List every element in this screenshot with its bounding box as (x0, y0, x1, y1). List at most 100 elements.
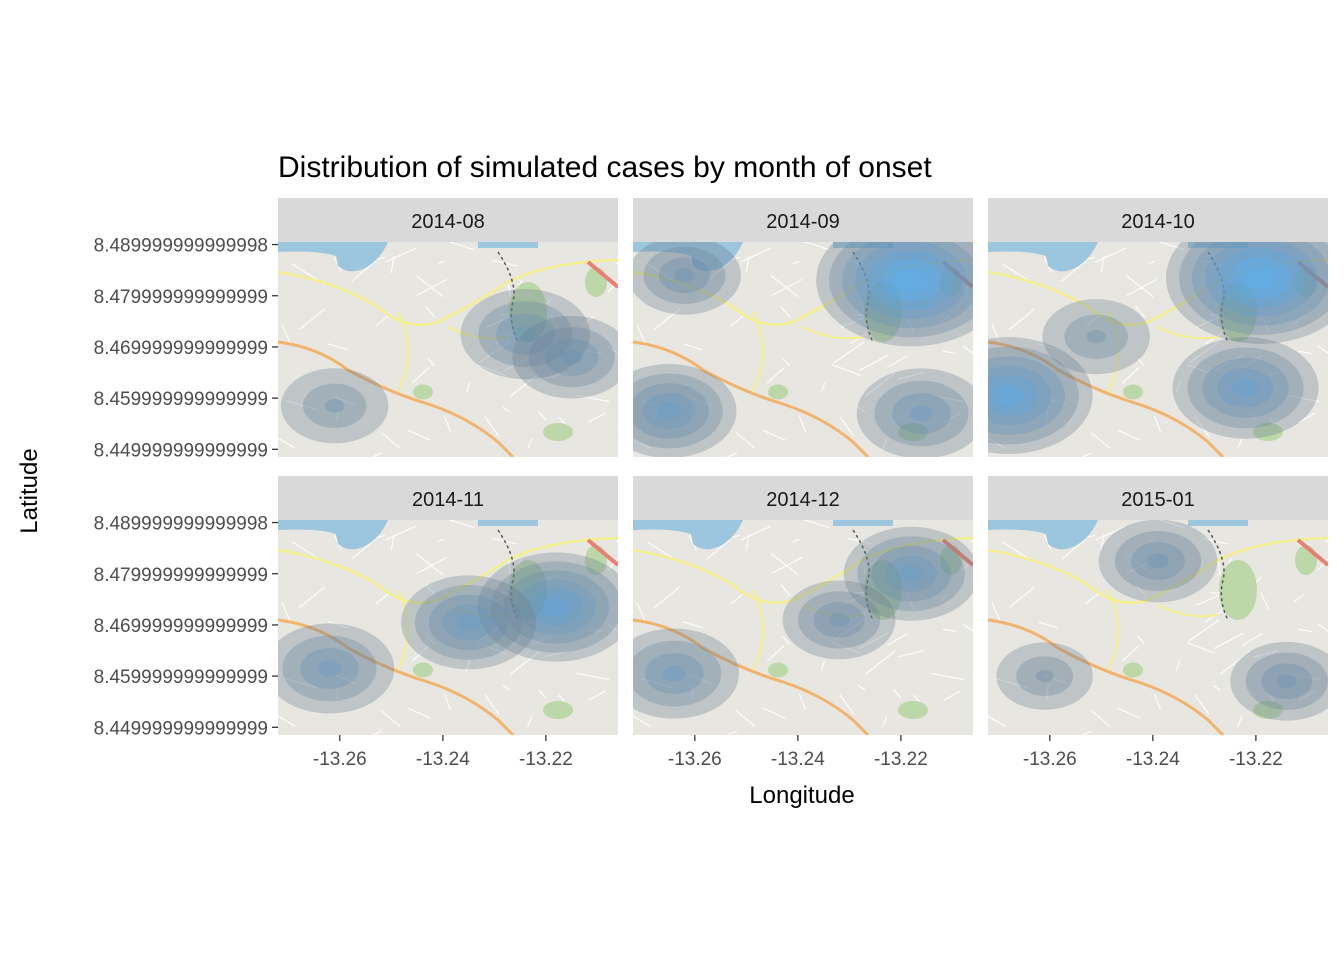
map-road-secondary (752, 311, 864, 393)
density-contour (1217, 368, 1274, 408)
facet-strip (278, 476, 618, 520)
density-contour (813, 601, 865, 638)
density-contour (503, 570, 609, 644)
map-water (988, 242, 1098, 272)
facet-panel: 2014-09 (633, 198, 973, 457)
density-layer (633, 242, 973, 457)
y-tick-label: 8.469999999999999 (94, 616, 268, 637)
map-background (278, 520, 618, 735)
y-tick-label: 8.459999999999999 (94, 389, 268, 410)
map-water (278, 242, 388, 272)
map-boundary (852, 251, 874, 343)
map-road-secondary (1107, 311, 1219, 393)
x-axes: -13.26 -13.24 -13.22 -13.26 -13.24 -13.22 -13.… (313, 735, 1283, 770)
facet-strip (633, 476, 973, 520)
density-layer (988, 242, 1328, 454)
x-axis: -13.26 -13.24 -13.22 (1023, 735, 1283, 770)
density-layer (996, 520, 1328, 721)
facet-strip (633, 198, 973, 242)
map-water (633, 242, 743, 272)
density-contour (317, 660, 342, 677)
map-road-secondary (278, 536, 618, 605)
density-contour (477, 552, 618, 662)
density-contour (1261, 663, 1313, 700)
y-tick-label: 8.469999999999999 (94, 338, 268, 359)
map-road-secondary (397, 311, 509, 393)
density-contour (1230, 256, 1292, 299)
x-axis: -13.26 -13.24 -13.22 (313, 735, 573, 770)
density-contour (881, 259, 942, 302)
density-contour (529, 588, 584, 626)
facet-strip-label: 2014-09 (766, 211, 839, 233)
density-contour (1202, 357, 1289, 418)
density-contour (856, 368, 973, 457)
map-road-major (633, 340, 870, 457)
density-contour (1166, 242, 1328, 344)
density-contour (857, 536, 965, 612)
density-contour (401, 575, 537, 670)
map-road-secondary (1107, 589, 1219, 671)
density-contour (456, 613, 481, 631)
map-water (1188, 242, 1248, 248)
density-contour (300, 648, 359, 689)
map-park (1123, 662, 1143, 678)
x-tick-label: -13.24 (1126, 749, 1180, 770)
density-contour (868, 250, 955, 311)
density-contour (442, 604, 495, 641)
density-contour (988, 375, 1038, 416)
density-contour (1192, 242, 1328, 326)
facet-strip-label: 2014-11 (412, 489, 484, 511)
map-road-major (278, 340, 515, 457)
x-tick-label: -13.22 (874, 749, 928, 770)
density-contour (782, 580, 896, 660)
density-layer (280, 289, 618, 444)
map-water (478, 520, 538, 526)
density-contour (478, 301, 573, 367)
density-contour (633, 363, 737, 457)
map-road-secondary (988, 258, 1328, 327)
density-contour (658, 257, 711, 294)
map-road-primary (941, 538, 973, 567)
density-contour (1187, 347, 1304, 429)
density-layer (278, 552, 618, 714)
y-tick-label: 8.449999999999999 (94, 718, 268, 739)
facet-panel: 2014-08 (278, 198, 618, 457)
density-contour (871, 546, 952, 602)
density-contour (414, 585, 523, 660)
map-park (768, 662, 788, 678)
density-contour (996, 642, 1093, 710)
map-park (898, 423, 928, 441)
facet-strip (988, 476, 1328, 520)
density-contour (633, 628, 739, 719)
chart-title: Distribution of simulated cases by month… (278, 151, 932, 184)
y-axis: 8.489999999999998 8.479999999999999 8.4699… (94, 236, 278, 461)
map-water (633, 520, 743, 550)
facet-strip-label: 2014-10 (1121, 211, 1194, 233)
density-contour (988, 356, 1066, 435)
map-water (988, 520, 1098, 550)
map-background (633, 520, 973, 735)
y-tick-label: 8.449999999999999 (94, 440, 268, 461)
y-tick-label: 8.489999999999998 (94, 514, 268, 535)
density-contour (1276, 674, 1297, 689)
density-contour (324, 399, 345, 413)
density-contour (460, 289, 591, 380)
facet-strip (278, 198, 618, 242)
map-water (1188, 520, 1248, 526)
map-park (768, 384, 788, 400)
map-road-primary (586, 260, 618, 289)
density-contour (633, 242, 741, 315)
y-tick-label: 8.479999999999999 (94, 565, 268, 586)
map-boundary (1207, 251, 1229, 343)
map-road-primary (1296, 260, 1328, 289)
facet-strip-label: 2014-08 (411, 211, 484, 233)
density-contour (899, 565, 924, 583)
map-road-secondary (278, 258, 618, 327)
density-contour (1042, 299, 1150, 375)
density-contour (842, 242, 973, 329)
density-contour (1131, 542, 1185, 580)
density-contour (282, 635, 377, 702)
density-contour (1098, 520, 1218, 603)
map-road-primary (1296, 538, 1328, 567)
